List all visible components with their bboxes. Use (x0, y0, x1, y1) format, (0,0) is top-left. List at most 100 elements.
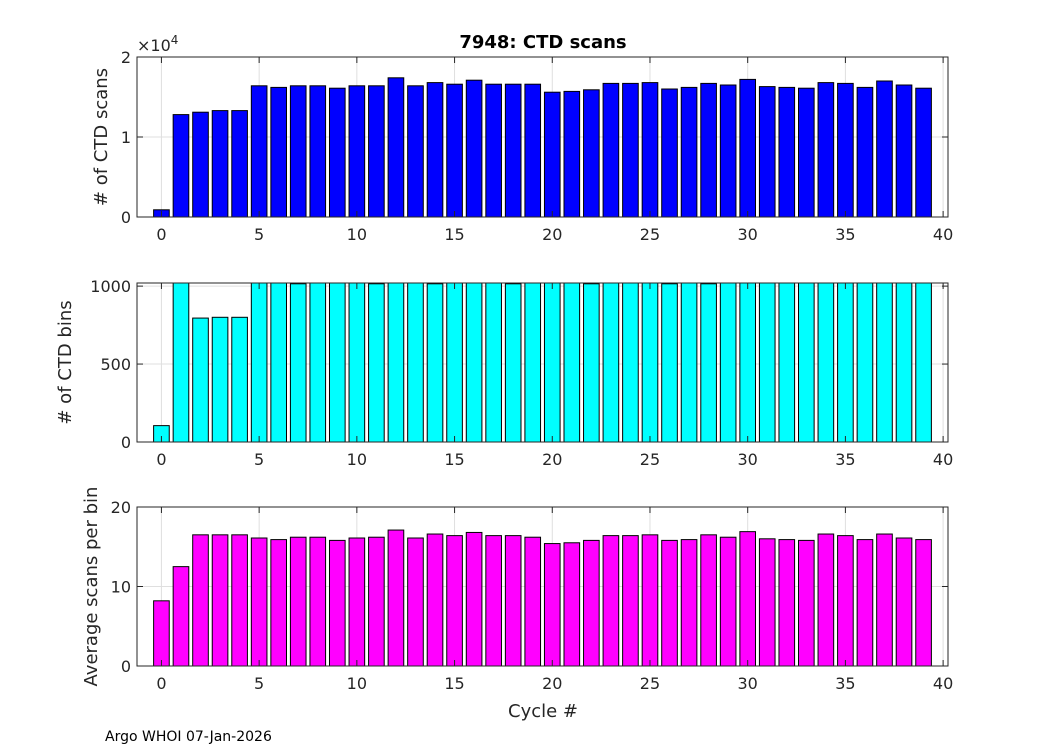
bar-cycle-25 (641, 82, 659, 218)
bar-cycle-29 (719, 84, 737, 218)
x-tick-label: 10 (347, 450, 367, 469)
x-tick-label: 25 (640, 674, 660, 693)
bar-cycle-39 (915, 87, 932, 218)
bar-cycle-39 (915, 282, 932, 443)
x-tick-label: 35 (835, 450, 855, 469)
bar-cycle-31 (758, 282, 776, 443)
bar-cycle-1 (172, 566, 190, 667)
bar-cycle-8 (309, 282, 327, 443)
bar-cycle-14 (426, 283, 444, 443)
bar-cycle-13 (407, 85, 424, 218)
bar-cycle-38 (895, 84, 913, 218)
y-axis-label: # of CTD bins (55, 300, 76, 424)
y-tick-label: 500 (100, 355, 131, 374)
bar-cycle-14 (426, 82, 444, 218)
y-tick-label: 0 (121, 433, 131, 452)
x-tick-label: 15 (444, 225, 464, 244)
bar-cycle-11 (368, 85, 385, 218)
bar-cycle-15 (446, 535, 463, 667)
axes-frame (136, 282, 949, 443)
x-tick-label: 30 (738, 674, 758, 693)
bar-cycle-15 (446, 282, 463, 443)
bar-cycle-19 (524, 536, 542, 667)
bar-cycle-30 (739, 531, 757, 667)
bar-cycle-10 (348, 85, 366, 218)
bar-cycle-9 (328, 282, 346, 443)
x-tick-label: 5 (254, 225, 264, 244)
bar-cycle-11 (368, 283, 385, 443)
bar-cycle-20 (543, 91, 561, 218)
y-axis-multiplier: ×104 (137, 33, 178, 55)
bar-cycle-4 (231, 316, 248, 443)
bar-cycle-8 (309, 536, 327, 667)
bar-cycle-16 (465, 79, 483, 218)
x-tick-label: 20 (542, 674, 562, 693)
bar-cycle-38 (895, 282, 913, 443)
bar-cycle-22 (583, 283, 600, 443)
bar-cycle-5 (250, 282, 268, 443)
bar-cycle-12 (387, 282, 405, 443)
x-tick-label: 40 (933, 674, 953, 693)
bar-cycle-4 (231, 534, 248, 667)
x-tick-label: 5 (254, 450, 264, 469)
x-tick-label: 30 (738, 225, 758, 244)
bar-cycle-2 (192, 317, 209, 443)
bar-cycle-15 (446, 83, 463, 218)
x-tick-label: 25 (640, 225, 660, 244)
bar-cycle-38 (895, 537, 913, 667)
y-axis-multiplier-base: ×10 (137, 36, 171, 55)
x-tick-label: 15 (444, 674, 464, 693)
bar-cycle-8 (309, 85, 327, 218)
bar-cycle-23 (602, 535, 620, 667)
bar-cycle-31 (758, 538, 776, 667)
bar-cycle-39 (915, 539, 932, 667)
bar-cycle-13 (407, 282, 424, 443)
y-tick-label: 1 (121, 128, 131, 147)
x-tick-label: 40 (933, 450, 953, 469)
bar-cycle-2 (192, 534, 209, 667)
y-tick-label: 2 (121, 48, 131, 67)
bar-cycle-27 (680, 86, 698, 218)
bar-cycle-28 (700, 534, 717, 667)
bar-cycle-1 (172, 114, 190, 218)
x-tick-label: 40 (933, 225, 953, 244)
footer-credit: Argo WHOI 07-Jan-2026 (105, 729, 272, 745)
x-tick-label: 15 (444, 450, 464, 469)
bar-cycle-25 (641, 282, 659, 443)
figure-title: 7948: CTD scans (459, 32, 626, 53)
bar-cycle-35 (837, 535, 854, 667)
y-tick-label: 10 (111, 578, 131, 597)
bar-cycle-6 (270, 86, 287, 218)
bar-cycle-1 (172, 282, 190, 443)
bar-cycle-6 (270, 539, 287, 667)
bar-cycle-4 (231, 110, 248, 218)
bar-cycle-37 (876, 282, 893, 443)
bar-cycle-35 (837, 282, 854, 443)
x-tick-label: 35 (835, 225, 855, 244)
bar-cycle-2 (192, 111, 209, 218)
bar-cycle-33 (798, 87, 815, 218)
bar-cycle-28 (700, 82, 717, 218)
bar-cycle-21 (563, 542, 581, 667)
bar-cycle-23 (602, 282, 620, 443)
y-tick-label: 20 (111, 498, 131, 517)
bar-cycle-36 (856, 539, 874, 667)
bar-cycle-17 (485, 535, 502, 667)
bar-cycle-24 (622, 82, 639, 218)
x-tick-label: 5 (254, 674, 264, 693)
bar-cycle-0 (153, 600, 170, 667)
bar-cycle-21 (563, 282, 581, 443)
bar-cycle-9 (328, 539, 346, 667)
bar-cycle-33 (798, 282, 815, 443)
bar-cycle-18 (504, 83, 522, 218)
bar-cycle-26 (661, 88, 678, 218)
x-tick-label: 20 (542, 450, 562, 469)
bar-cycle-24 (622, 282, 639, 443)
bar-cycle-20 (543, 543, 561, 667)
bar-cycle-7 (289, 85, 307, 218)
bar-cycle-16 (465, 531, 483, 667)
bar-cycle-9 (328, 87, 346, 218)
panel-ctd-scans: 0 5 10 15 20 25 30 35 40 0 1 2 ×104 # of CTD scans (91, 33, 953, 244)
bar-cycle-24 (622, 535, 639, 667)
bar-cycle-30 (739, 282, 757, 443)
